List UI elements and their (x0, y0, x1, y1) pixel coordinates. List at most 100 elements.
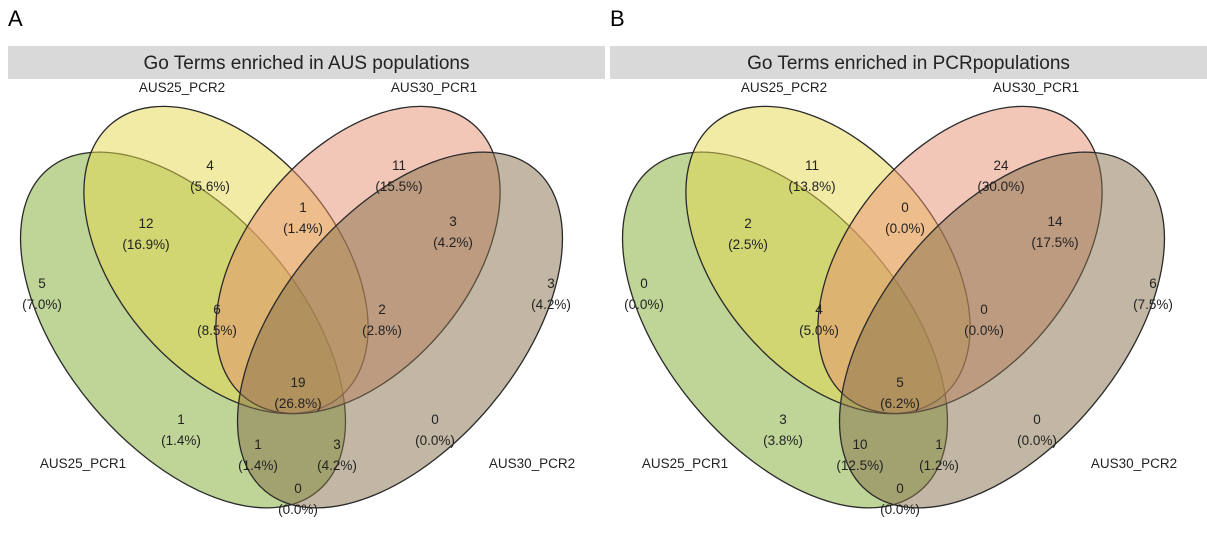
region-count: 0 (640, 276, 648, 291)
region-count: 12 (138, 216, 153, 231)
region-count: 1 (935, 437, 943, 452)
region-percent: (0.0%) (885, 221, 925, 236)
set-label-aus30-pcr2: AUS30_PCR2 (489, 456, 575, 471)
region-label: 5 (6.2%) (880, 375, 920, 411)
panel-letter: B (610, 6, 625, 31)
region-count: 0 (980, 302, 988, 317)
region-label: 11 (15.5%) (375, 158, 422, 194)
region-label: 0 (0.0%) (278, 481, 318, 517)
region-percent: (12.5%) (836, 458, 883, 473)
region-label: 6 (7.5%) (1133, 276, 1173, 312)
region-label: 3 (4.2%) (433, 214, 473, 250)
region-label: 3 (4.2%) (317, 437, 357, 473)
set-label-aus30-pcr1: AUS30_PCR1 (391, 80, 477, 95)
region-percent: (2.8%) (362, 323, 402, 338)
region-count: 2 (378, 302, 386, 317)
region-label: 19 (26.8%) (274, 375, 321, 411)
region-label: 1 (1.4%) (238, 437, 278, 473)
region-percent: (4.2%) (433, 235, 473, 250)
region-label: 0 (0.0%) (1017, 412, 1057, 448)
title-strip (8, 46, 605, 79)
region-percent: (5.0%) (799, 323, 839, 338)
region-label: 2 (2.5%) (728, 216, 768, 252)
region-count: 11 (392, 158, 406, 173)
region-label: 5 (7.0%) (22, 276, 62, 312)
region-percent: (30.0%) (977, 179, 1024, 194)
region-count: 11 (805, 158, 819, 173)
region-count: 0 (431, 412, 439, 427)
region-count: 10 (852, 437, 867, 452)
region-label: 1 (1.2%) (919, 437, 959, 473)
region-label: 4 (5.0%) (799, 302, 839, 338)
region-count: 4 (815, 302, 823, 317)
region-label: 24 (30.0%) (977, 158, 1024, 194)
region-count: 19 (290, 375, 305, 390)
region-label: 3 (4.2%) (531, 276, 571, 312)
set-label-aus25-pcr2: AUS25_PCR2 (741, 80, 827, 95)
region-label: 11 (13.8%) (788, 158, 835, 194)
set-ellipse-aus30-pcr2 (838, 151, 1166, 509)
panel-title: Go Terms enriched in PCRpopulations (747, 53, 1070, 74)
region-percent: (4.2%) (531, 297, 571, 312)
region-label: 3 (3.8%) (763, 412, 803, 448)
region-percent: (2.5%) (728, 237, 768, 252)
region-label: 0 (0.0%) (624, 276, 664, 312)
region-percent: (16.9%) (122, 237, 169, 252)
panel-letter: A (8, 6, 23, 31)
region-percent: (0.0%) (624, 297, 664, 312)
set-label-aus25-pcr2: AUS25_PCR2 (139, 80, 225, 95)
region-label: 6 (8.5%) (197, 302, 237, 338)
region-count: 1 (177, 412, 185, 427)
region-count: 1 (299, 200, 307, 215)
set-ellipse-aus30-pcr2 (236, 151, 564, 509)
region-percent: (6.2%) (880, 396, 920, 411)
region-count: 14 (1047, 214, 1063, 229)
region-label: 0 (0.0%) (964, 302, 1004, 338)
region-percent: (0.0%) (880, 502, 920, 517)
region-label: 0 (0.0%) (415, 412, 455, 448)
region-count: 6 (213, 302, 221, 317)
region-count: 3 (333, 437, 341, 452)
venn-sets (19, 105, 564, 509)
region-count: 6 (1149, 276, 1157, 291)
region-count: 2 (744, 216, 752, 231)
region-percent: (1.4%) (238, 458, 278, 473)
region-percent: (3.8%) (763, 433, 803, 448)
set-label-aus25-pcr1: AUS25_PCR1 (40, 456, 126, 471)
region-label: 1 (1.4%) (161, 412, 201, 448)
venn-panel-a: A Go Terms enriched in AUS populations AUS… (8, 6, 605, 517)
region-count: 5 (896, 375, 904, 390)
region-count: 0 (896, 481, 904, 496)
region-percent: (1.2%) (919, 458, 959, 473)
region-label: 14 (17.5%) (1031, 214, 1078, 250)
region-count: 3 (547, 276, 555, 291)
region-count: 0 (294, 481, 302, 496)
region-count: 3 (449, 214, 457, 229)
region-percent: (4.2%) (317, 458, 357, 473)
region-count: 1 (254, 437, 262, 452)
region-percent: (8.5%) (197, 323, 237, 338)
set-label-aus30-pcr2: AUS30_PCR2 (1091, 456, 1177, 471)
region-percent: (0.0%) (278, 502, 318, 517)
region-percent: (0.0%) (415, 433, 455, 448)
region-count: 3 (779, 412, 787, 427)
region-label: 12 (16.9%) (122, 216, 169, 252)
region-count: 0 (1033, 412, 1041, 427)
region-percent: (1.4%) (161, 433, 201, 448)
region-count: 24 (993, 158, 1009, 173)
region-percent: (0.0%) (1017, 433, 1057, 448)
region-count: 4 (206, 158, 214, 173)
venn-panel-b: B Go Terms enriched in PCRpopulations AUS2… (610, 6, 1207, 517)
region-percent: (7.0%) (22, 297, 62, 312)
region-label: 1 (1.4%) (283, 200, 323, 236)
region-percent: (1.4%) (283, 221, 323, 236)
region-label: 0 (0.0%) (885, 200, 925, 236)
set-label-aus30-pcr1: AUS30_PCR1 (993, 80, 1079, 95)
region-label: 2 (2.8%) (362, 302, 402, 338)
venn-sets (621, 105, 1166, 509)
region-label: 4 (5.6%) (190, 158, 230, 194)
title-strip (610, 46, 1207, 79)
region-percent: (26.8%) (274, 396, 321, 411)
region-percent: (15.5%) (375, 179, 422, 194)
